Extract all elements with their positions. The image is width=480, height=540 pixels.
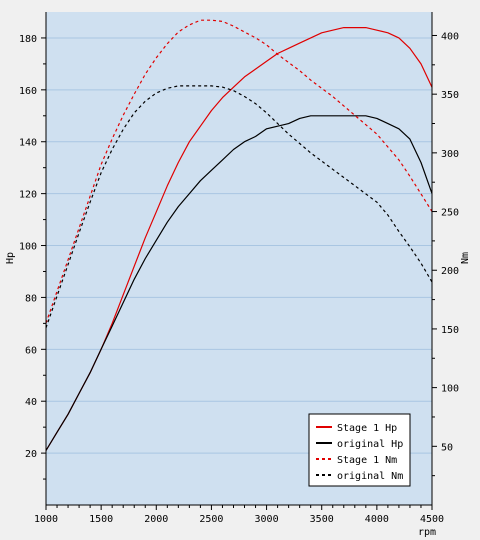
y-left-tick-label-6: 140 [19,138,37,149]
legend-label-3: original Nm [337,471,403,482]
y-right-tick-label-5: 300 [441,149,459,160]
axes [41,12,437,510]
y-left-tick-label-1: 40 [25,397,37,408]
y-right-tick-label-0: 50 [441,442,453,453]
legend: Stage 1 Hp original Hp Stage 1 Nm original … [308,413,411,487]
series-line-0 [45,27,433,451]
y-right-tick-label-7: 400 [441,31,459,42]
y-left-tick-label-5: 120 [19,190,37,201]
y-right-tick-label-6: 350 [441,90,459,101]
y-right-tick-label-3: 200 [441,266,459,277]
y-left-tick-label-2: 60 [25,345,37,356]
y-right-tick-label-2: 150 [441,325,459,336]
x-tick-label-1: 1500 [89,514,113,525]
y-axis-left-title: Hp [5,252,16,264]
y-left-tick-label-0: 20 [25,449,37,460]
x-tick-label-5: 3500 [310,514,334,525]
x-tick-label-4: 3000 [255,514,279,525]
x-tick-label-0: 1000 [34,514,58,525]
series-line-3 [45,85,433,328]
tick-labels: 20 40 60 80 100 120 140 160 180 50 100 150 200 250 300… [19,31,459,525]
legend-label-0: Stage 1 Hp [337,423,397,434]
legend-label-2: Stage 1 Nm [337,455,397,466]
y-axis-right-title: Nm [460,252,471,264]
x-tick-label-7: 4500 [420,514,444,525]
legend-label-1: original Hp [337,439,403,450]
x-tick-label-2: 2000 [144,514,168,525]
y-left-tick-label-8: 180 [19,34,37,45]
x-axis-title: rpm [418,527,436,538]
y-left-tick-label-4: 100 [19,242,37,253]
x-tick-label-3: 2500 [199,514,223,525]
y-right-tick-label-1: 100 [441,384,459,395]
y-left-tick-label-7: 160 [19,86,37,97]
series-line-1 [45,115,433,451]
gridlines [46,37,432,454]
y-left-tick-label-3: 80 [25,293,37,304]
series-group [45,19,433,451]
y-right-tick-label-4: 250 [441,208,459,219]
x-tick-label-6: 4000 [365,514,389,525]
